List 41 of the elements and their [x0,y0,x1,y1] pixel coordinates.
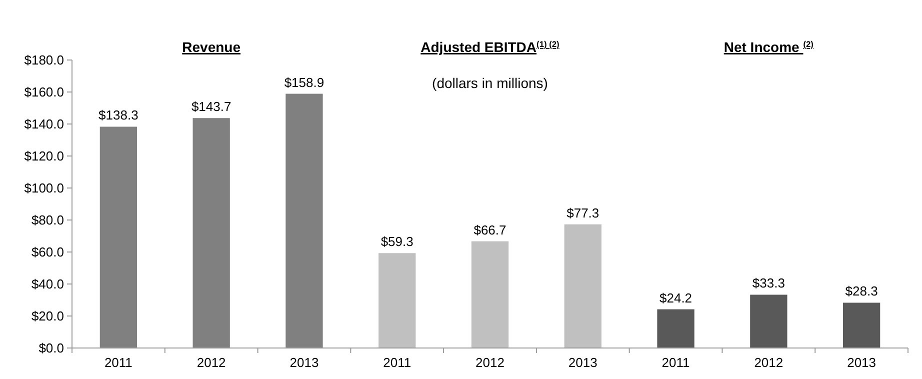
data-label: $59.3 [380,234,414,250]
x-tick-label: 2011 [104,355,132,370]
data-label: $24.2 [660,290,692,306]
y-tick-label: $100.0 [24,180,64,196]
bar [100,126,138,348]
annotation: (dollars in millions) [432,75,548,91]
bar [471,241,509,348]
y-tick-label: $160.0 [24,84,64,100]
y-tick-label: $0.0 [38,340,64,356]
bar [192,118,230,348]
bar [286,94,323,348]
bar [750,294,788,348]
y-tick-label: $40.0 [31,276,64,292]
data-label: $138.3 [98,108,138,123]
x-tick-label: 2012 [476,355,504,370]
bar [378,253,416,348]
y-tick-label: $180.0 [24,52,64,68]
bar [842,302,880,348]
bar [657,309,694,348]
data-label: $28.3 [845,284,878,299]
data-label: $158.9 [284,74,324,90]
y-tick-label: $120.0 [24,148,64,164]
y-tick-label: $60.0 [31,244,64,260]
y-tick-label: $80.0 [31,212,64,228]
data-label: $66.7 [474,222,506,238]
x-tick-label: 2013 [847,355,876,370]
y-tick-label: $20.0 [31,308,64,324]
text: Adjusted EBITDA$^{(1) (2)}$ [420,39,560,55]
data-label: $33.3 [752,276,785,291]
data-label: $77.3 [566,205,600,220]
x-tick-label: 2013 [290,355,319,370]
x-tick-label: 2011 [383,355,412,370]
x-tick-label: 2012 [196,355,226,370]
x-tick-label: 2011 [662,355,690,370]
text: Revenue [182,39,241,55]
x-tick-label: 2013 [568,355,598,370]
x-tick-label: 2012 [754,355,784,370]
bar [564,224,602,348]
data-label: $143.7 [191,99,232,114]
text: Net Income $^{(2)}$ [724,39,814,55]
y-tick-label: $140.0 [24,116,64,132]
